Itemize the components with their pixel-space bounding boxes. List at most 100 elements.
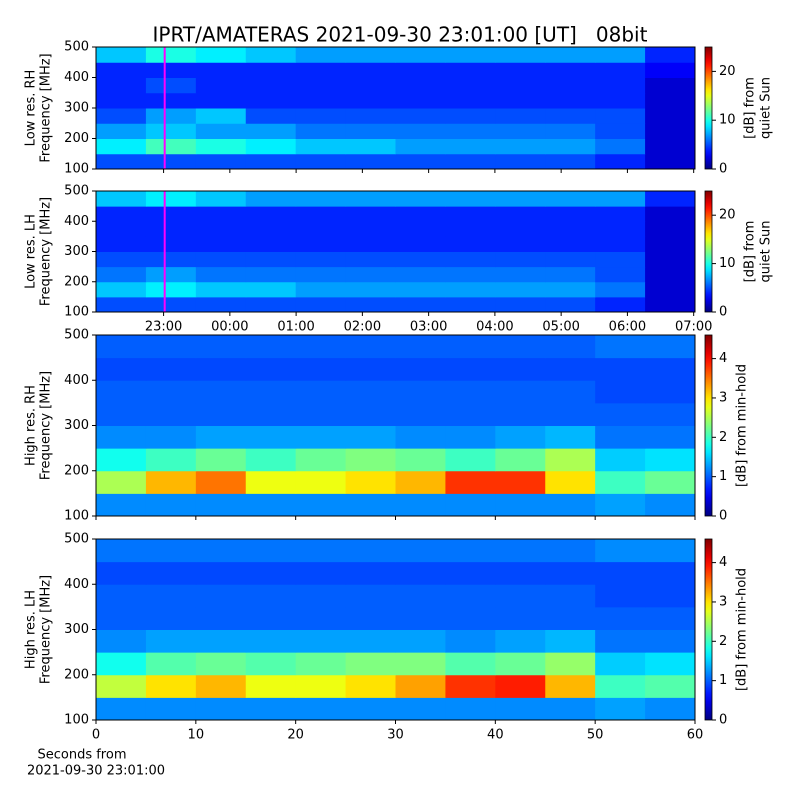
heatmap-cell: [96, 652, 147, 676]
y-tick-label: 200: [64, 463, 89, 478]
heatmap-cell: [195, 47, 247, 63]
colorbar-tick-label: 3: [719, 390, 727, 405]
heatmap-cell: [295, 493, 347, 517]
heatmap-cell: [345, 652, 396, 676]
heatmap-cell: [445, 606, 496, 630]
heatmap-cell: [645, 221, 696, 237]
heatmap-cell: [245, 108, 297, 124]
heatmap-cell: [495, 206, 546, 222]
heatmap-cell: [495, 236, 546, 252]
heatmap-cell: [295, 47, 347, 63]
heatmap-cell: [645, 380, 696, 404]
x-tick-label: 30: [387, 728, 404, 743]
heatmap-cell: [445, 77, 496, 94]
heatmap-cell: [96, 584, 147, 608]
heatmap-cell: [645, 191, 696, 207]
colorbar-tick-label: 2: [719, 430, 727, 445]
heatmap-cell: [245, 191, 297, 207]
heatmap-cell: [195, 652, 247, 676]
heatmap-cell: [295, 251, 347, 268]
heatmap-cell: [545, 251, 596, 268]
x-tick-label: 04:00: [476, 320, 513, 335]
heatmap-cell: [145, 281, 197, 298]
heatmap-cell: [145, 380, 197, 404]
heatmap-cell: [595, 108, 646, 124]
heatmap-cell: [445, 561, 496, 585]
heatmap-cell: [395, 153, 446, 170]
heatmap-cell: [96, 357, 147, 381]
heatmap-cell: [195, 448, 247, 472]
heatmap-cell: [595, 652, 646, 676]
heatmap-cell: [445, 206, 496, 222]
heatmap-cell: [96, 123, 147, 139]
heatmap-cell: [545, 236, 596, 252]
heatmap-cell: [245, 539, 297, 563]
heatmap-cell: [595, 539, 646, 563]
heatmap-cell: [96, 629, 147, 653]
heatmap-cell: [545, 296, 596, 313]
y-axis-label: Low res. LH: [24, 214, 39, 289]
heatmap-cell: [645, 251, 696, 268]
heatmap-cell: [195, 425, 247, 449]
heatmap-cell: [395, 62, 446, 78]
heatmap-cell: [395, 191, 446, 207]
heatmap-cell: [595, 123, 646, 139]
heatmap-cell: [445, 236, 496, 252]
heatmap-cell: [145, 221, 197, 237]
heatmap-cell: [645, 402, 696, 426]
heatmap-cell: [445, 281, 496, 298]
heatmap-cell: [345, 47, 396, 63]
heatmap-cell: [395, 108, 446, 124]
y-tick-label: 500: [64, 184, 89, 199]
y-tick-label: 100: [64, 713, 89, 728]
heatmap-cell: [145, 697, 197, 721]
heatmap-cell: [545, 606, 596, 630]
heatmap-cell: [395, 380, 446, 404]
heatmap-cell: [395, 652, 446, 676]
colorbar-tick-label: 3: [719, 594, 727, 609]
heatmap-cell: [295, 629, 347, 653]
heatmap-cell: [545, 335, 596, 359]
heatmap-cell: [145, 138, 197, 155]
heatmap-cell: [545, 448, 596, 472]
colorbar-label: [dB] from min-hold: [735, 568, 750, 691]
y-tick-label: 300: [64, 244, 89, 259]
heatmap-cell: [195, 123, 247, 139]
heatmap-cell: [96, 380, 147, 404]
heatmap-cell: [195, 357, 247, 381]
y-tick-label: 300: [64, 418, 89, 433]
heatmap-cell: [395, 448, 446, 472]
heatmap-cell: [345, 561, 396, 585]
colorbar-tick-label: 0: [719, 305, 727, 320]
heatmap-cell: [595, 674, 646, 698]
heatmap-cell: [445, 123, 496, 139]
heatmap-cell: [245, 236, 297, 252]
heatmap-cell: [145, 191, 197, 207]
heatmap-cell: [545, 652, 596, 676]
heatmap-cell: [96, 266, 147, 283]
colorbar-label: quiet Sun: [759, 220, 774, 282]
heatmap-cell: [545, 108, 596, 124]
heatmap-cell: [195, 493, 247, 517]
heatmap-cell: [545, 191, 596, 207]
heatmap-cell: [195, 539, 247, 563]
heatmap-cell: [645, 584, 696, 608]
heatmap-cell: [295, 92, 347, 109]
heatmap-cell: [245, 697, 297, 721]
heatmap-cell: [395, 77, 446, 94]
heatmap-cell: [495, 47, 546, 63]
heatmap-cell: [345, 539, 396, 563]
heatmap-cell: [395, 697, 446, 721]
colorbar-label: quiet Sun: [759, 77, 774, 139]
colorbar: [704, 190, 713, 313]
heatmap-cell: [345, 470, 396, 494]
heatmap-cell: [645, 206, 696, 222]
heatmap-cell: [295, 606, 347, 630]
heatmap-cell: [295, 357, 347, 381]
heatmap-cell: [345, 77, 396, 94]
heatmap-cell: [645, 236, 696, 252]
heatmap-cell: [295, 62, 347, 78]
heatmap-cell: [545, 493, 596, 517]
heatmap-cell: [96, 606, 147, 630]
heatmap-cell: [195, 108, 247, 124]
